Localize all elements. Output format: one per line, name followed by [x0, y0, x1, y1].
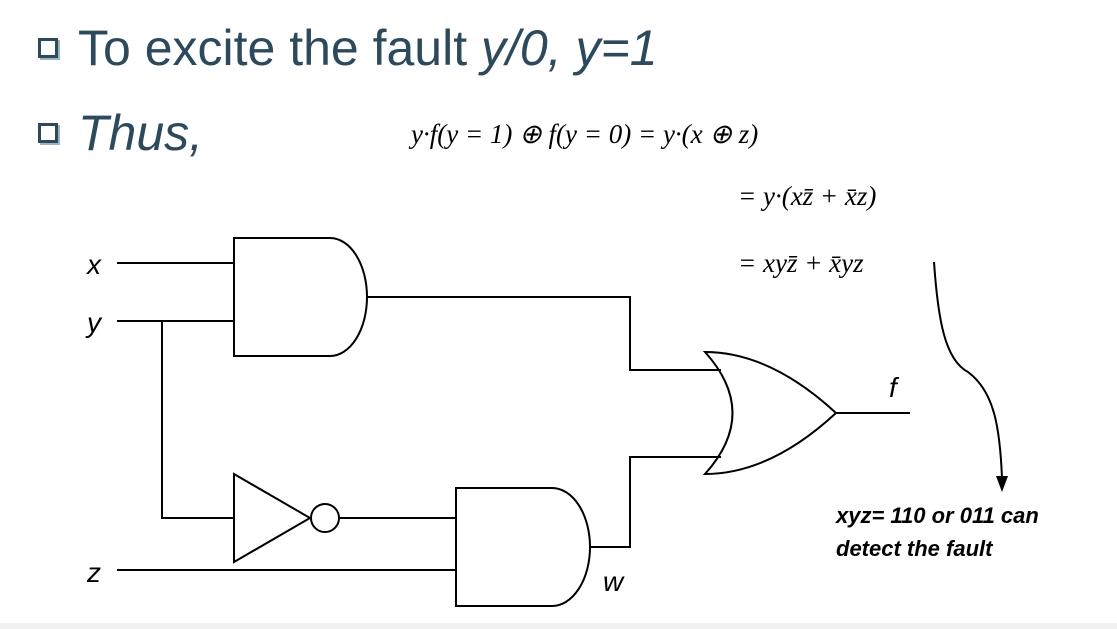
equation-line-1: y·f(y = 1) ⊕ f(y = 0) = y·(x ⊕ z) [408, 119, 758, 149]
square-bullet-icon [38, 123, 58, 143]
not-gate [233, 472, 312, 564]
input-label-y: y [85, 307, 103, 338]
bullet-thus: Thus, [38, 108, 203, 158]
input-label-x: x [85, 249, 102, 280]
equation-line-2: = y·(xz̄ + x̄z) [738, 181, 876, 211]
wire-y-to-inverter [161, 321, 234, 519]
annotation-arrow [933, 261, 1003, 479]
note-line-2: detect the fault [836, 536, 994, 561]
bullet-excite-fault: To excite the fault y/0, y=1 [38, 23, 658, 73]
wire-and1-to-or [367, 296, 721, 371]
footer-band [0, 623, 1117, 629]
bullet-excite-emph: y/0, y=1 [481, 20, 658, 76]
and-gate-1 [233, 237, 368, 357]
output-label-f: f [889, 372, 900, 403]
and-gate-2 [455, 487, 591, 607]
bullet-excite-text: To excite the fault [78, 20, 482, 76]
wire-w-to-or [590, 456, 721, 548]
arrow-head-icon [996, 476, 1008, 492]
input-label-z: z [86, 557, 101, 588]
note-line-1: xyz= 110 or 011 can [835, 503, 1039, 528]
bullet-thus-text: Thus, [78, 105, 204, 161]
or-gate [702, 350, 838, 476]
signal-label-w: w [603, 566, 625, 597]
not-gate-bubble [310, 503, 340, 533]
square-bullet-icon [38, 38, 58, 58]
equation-line-3: = xyz̄ + x̄yz [738, 248, 864, 278]
